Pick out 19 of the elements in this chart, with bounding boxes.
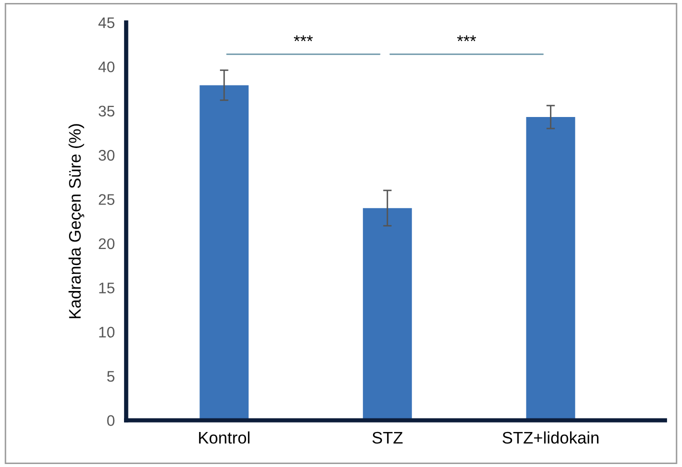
x-tick-label: STZ [372, 432, 403, 444]
annotation: *** [457, 35, 476, 42]
y-tick-label: 10 [99, 326, 114, 338]
y-tick-label: 45 [98, 17, 114, 28]
bar [200, 85, 249, 420]
y-tick-label: 40 [98, 61, 114, 72]
y-tick-label: 15 [99, 282, 114, 294]
y-axis-title: Kadranda Geçen Süre (%) [68, 124, 84, 318]
bar [526, 117, 576, 420]
annotation: *** [294, 35, 313, 42]
bar [362, 208, 412, 420]
y-tick-label: 35 [98, 106, 114, 117]
x-tick-label: STZ+lidokain [502, 431, 598, 444]
y-tick-label: 0 [107, 415, 114, 426]
y-tick-label: 25 [98, 194, 114, 205]
y-tick-label: 30 [98, 150, 114, 161]
y-tick-label: 20 [98, 238, 114, 250]
y-tick-label: 5 [107, 371, 114, 382]
x-tick-label: Kontrol [199, 431, 250, 444]
